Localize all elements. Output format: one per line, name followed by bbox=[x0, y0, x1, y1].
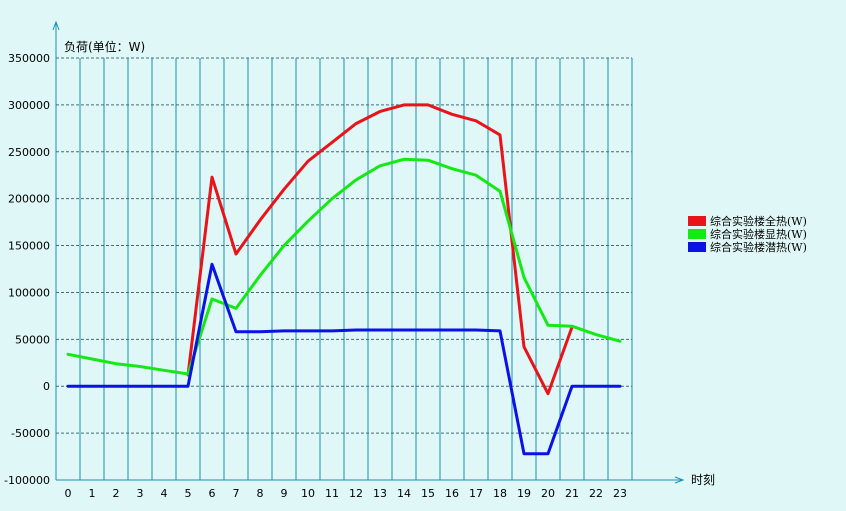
y-tick-label: 50000 bbox=[15, 333, 50, 346]
legend: 综合实验楼全热(W)综合实验楼显热(W)综合实验楼潜热(W) bbox=[688, 214, 807, 254]
x-tick-label: 3 bbox=[137, 487, 144, 500]
x-tick-label: 16 bbox=[445, 487, 459, 500]
x-tick-label: 8 bbox=[257, 487, 264, 500]
series-line-1 bbox=[186, 103, 574, 396]
x-tick-label: 1 bbox=[89, 487, 96, 500]
x-tick-label: 22 bbox=[589, 487, 603, 500]
x-tick-label: 6 bbox=[209, 487, 216, 500]
y-tick-label: 350000 bbox=[8, 52, 50, 65]
tick-labels: -100000-50000050000100000150000200000250… bbox=[4, 52, 627, 500]
legend-swatch-1 bbox=[688, 216, 706, 226]
y-axis-arrow bbox=[52, 20, 60, 31]
x-tick-label: 21 bbox=[565, 487, 579, 500]
x-tick-label: 15 bbox=[421, 487, 435, 500]
x-tick-label: 0 bbox=[65, 487, 72, 500]
legend-label-1: 综合实验楼全热(W) bbox=[710, 214, 807, 228]
series-line-3 bbox=[66, 262, 622, 456]
y-axis-title: 负荷(单位：W) bbox=[64, 39, 145, 54]
y-tick-label: -100000 bbox=[4, 474, 50, 487]
x-axis-arrow bbox=[674, 476, 685, 484]
grid bbox=[55, 57, 633, 481]
x-tick-label: 11 bbox=[325, 487, 339, 500]
y-tick-label: 200000 bbox=[8, 193, 50, 206]
y-tick-label: 0 bbox=[43, 380, 50, 393]
x-tick-label: 7 bbox=[233, 487, 240, 500]
x-tick-label: 13 bbox=[373, 487, 387, 500]
y-tick-label: -50000 bbox=[11, 427, 50, 440]
x-tick-label: 14 bbox=[397, 487, 411, 500]
x-tick-label: 19 bbox=[517, 487, 531, 500]
legend-label-2: 综合实验楼显热(W) bbox=[710, 227, 807, 241]
y-tick-label: 150000 bbox=[8, 240, 50, 253]
series-line-2 bbox=[66, 157, 622, 376]
x-tick-label: 5 bbox=[185, 487, 192, 500]
x-tick-label: 17 bbox=[469, 487, 483, 500]
y-tick-label: 300000 bbox=[8, 99, 50, 112]
series-lines bbox=[66, 103, 622, 456]
legend-swatch-3 bbox=[688, 242, 706, 252]
x-tick-label: 4 bbox=[161, 487, 168, 500]
x-tick-label: 12 bbox=[349, 487, 363, 500]
y-tick-label: 100000 bbox=[8, 286, 50, 299]
x-tick-label: 18 bbox=[493, 487, 507, 500]
y-tick-label: 250000 bbox=[8, 146, 50, 159]
x-tick-label: 10 bbox=[301, 487, 315, 500]
x-tick-label: 20 bbox=[541, 487, 555, 500]
x-axis-title: 时刻 bbox=[691, 473, 715, 487]
legend-label-3: 综合实验楼潜热(W) bbox=[710, 240, 807, 254]
x-tick-label: 2 bbox=[113, 487, 120, 500]
legend-swatch-2 bbox=[688, 229, 706, 239]
x-tick-label: 23 bbox=[613, 487, 627, 500]
x-tick-label: 9 bbox=[281, 487, 288, 500]
axes bbox=[52, 20, 685, 484]
